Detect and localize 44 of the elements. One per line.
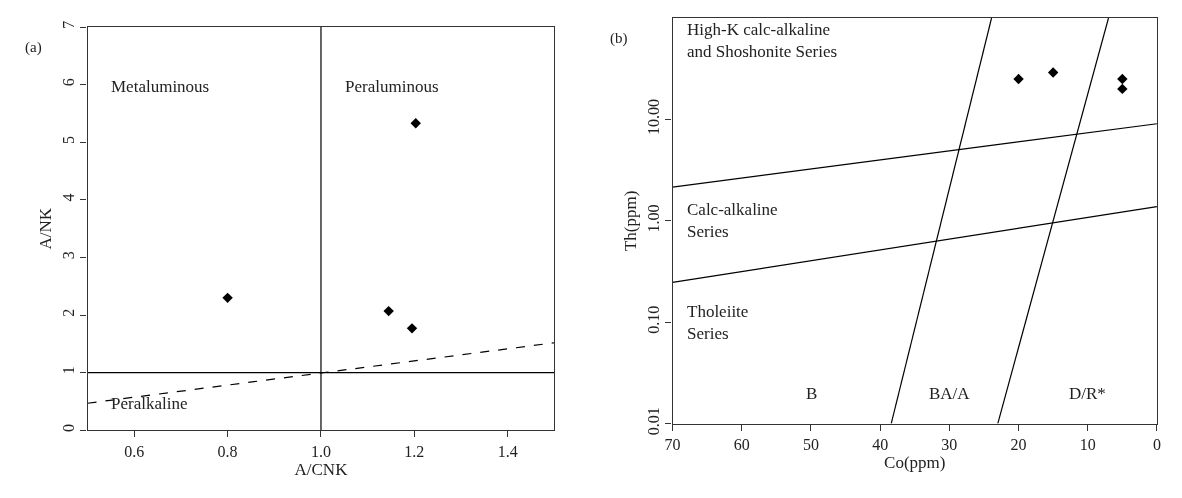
x-tick-label: 50 <box>802 435 819 453</box>
y-tick-label: 2 <box>60 308 78 317</box>
annotation: Metaluminous <box>111 77 210 96</box>
y-tick-label: 0 <box>60 423 78 432</box>
x-tick-label: 60 <box>733 435 750 453</box>
y-axis-title: Th(ppm) <box>620 190 640 252</box>
y-tick-label: 6 <box>60 78 78 87</box>
y-tick-label: 5 <box>60 135 78 144</box>
x-tick-label: 70 <box>664 435 681 453</box>
x-tick-label: 10 <box>1079 435 1096 453</box>
point <box>383 305 394 317</box>
y-tick-label: 7 <box>60 20 78 29</box>
x-tick-label: 0 <box>1152 435 1161 453</box>
x-axis-title: A/CNK <box>294 460 349 480</box>
y-tick-label: 0.10 <box>645 305 663 334</box>
annotation: Peralkaline <box>111 394 188 413</box>
x-tick-label: 0.6 <box>124 442 145 460</box>
x-axis-title: Co(ppm) <box>884 453 946 473</box>
x-tick-label: 1.2 <box>404 442 425 460</box>
y-tick-label: 1.00 <box>645 204 663 233</box>
y-axis-title: A/NK <box>35 207 55 250</box>
y-tick-label: 1 <box>60 366 78 375</box>
x-tick-label: 0.8 <box>217 442 238 460</box>
text: (a) <box>25 39 42 56</box>
annotation: High-K calc-alkaline and Shoshonite Series <box>687 20 838 62</box>
x-tick-label: 1.4 <box>497 442 518 460</box>
annotation: BA/A <box>929 384 971 403</box>
text: (b) <box>610 30 628 47</box>
x-tick-label: 40 <box>872 435 889 453</box>
annotation: D/R* <box>1069 384 1106 403</box>
annotation: Tholeiite Series <box>687 302 749 344</box>
annotation: Peraluminous <box>345 77 439 96</box>
x-tick-label: 1.0 <box>310 442 331 460</box>
y-tick-label: 10.00 <box>645 99 663 135</box>
point <box>222 292 233 304</box>
point <box>410 118 421 129</box>
y-tick-label: 4 <box>60 193 78 202</box>
y-tick-label: 0.01 <box>645 407 663 436</box>
point <box>406 323 418 334</box>
x-tick-label: 30 <box>941 435 958 453</box>
annotation: B <box>806 384 818 403</box>
x-tick-label: 20 <box>1010 435 1027 453</box>
y-tick-label: 3 <box>60 251 78 260</box>
annotation: Calc-alkaline Series <box>687 200 778 242</box>
